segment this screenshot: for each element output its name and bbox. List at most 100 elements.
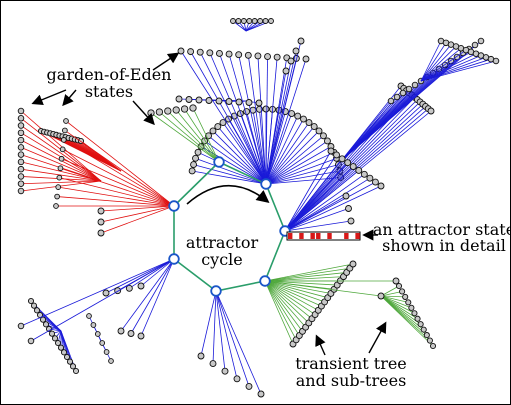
leaf-state-node — [195, 96, 203, 104]
leaf-state-node — [411, 310, 418, 317]
leaf-state-node — [51, 335, 59, 342]
attractor-state-node — [259, 275, 271, 287]
leaf-state-node — [235, 51, 243, 59]
leaf-state-node — [97, 218, 105, 226]
leaf-state-node — [97, 229, 105, 237]
leaf-state-node — [17, 122, 25, 129]
leaf-state-node — [264, 53, 271, 60]
leaf-state-node — [187, 48, 195, 56]
leaf-state-node — [17, 180, 25, 187]
garden-of-eden-arrows — [31, 52, 180, 126]
leaf-state-node — [188, 167, 196, 175]
leaf-state-node — [292, 47, 300, 55]
leaf-state-node — [297, 37, 305, 45]
leaf-state-node — [99, 340, 106, 346]
leaf-state-node — [117, 327, 125, 335]
leaf-state-node — [56, 174, 63, 181]
leaf-state-node — [69, 363, 77, 370]
leaf-state-node — [338, 155, 346, 163]
leaf-state-node — [55, 184, 62, 190]
leaf-state-node — [225, 50, 233, 58]
leaf-state-node — [423, 332, 430, 339]
right-blue-tree-c — [284, 147, 385, 232]
leaf-state-node — [192, 154, 199, 162]
state-cell-on — [299, 233, 304, 239]
leaf-state-node — [66, 358, 74, 365]
attractor-state-node — [168, 253, 180, 265]
leaf-state-node — [17, 173, 25, 180]
leaf-state-node — [42, 321, 50, 328]
leaf-state-node — [377, 182, 385, 190]
leaf-state-node — [17, 187, 25, 195]
leaf-state-node — [387, 97, 395, 105]
leaf-state-node — [196, 48, 204, 56]
leaf-state-node — [251, 18, 258, 24]
leaf-state-node — [395, 282, 403, 290]
leaf-state-node — [233, 375, 241, 383]
leaf-state-node — [245, 382, 253, 390]
right-blue-crown — [420, 37, 500, 82]
leaf-state-node — [190, 161, 198, 169]
leaf-state-node — [215, 97, 223, 105]
leaf-state-node — [262, 18, 269, 24]
right-blue-tree-a — [284, 82, 435, 232]
leaf-state-node — [103, 349, 110, 355]
leaf-state-node — [62, 127, 68, 134]
transient-trees — [17, 18, 500, 398]
leaf-state-node — [345, 205, 352, 212]
attractor-state-node — [213, 156, 225, 168]
leaf-state-node — [414, 315, 421, 322]
left-red-tree-inner — [37, 127, 122, 172]
leaf-state-node — [323, 137, 331, 145]
leaf-state-node — [209, 127, 217, 135]
leaf-state-node — [427, 107, 435, 115]
leaf-state-node — [147, 109, 155, 117]
leaf-state-node — [209, 360, 217, 368]
leaf-state-node — [366, 174, 374, 182]
leaf-state-node — [327, 147, 335, 155]
leaf-state-node — [417, 321, 424, 328]
leaf-state-node — [246, 18, 253, 24]
leaf-state-node — [273, 53, 281, 61]
leaf-state-node — [63, 118, 69, 124]
leaf-state-node — [257, 390, 265, 398]
leaf-state-node — [219, 119, 227, 127]
leaf-state-node — [57, 344, 65, 351]
bottom-left-blue-tree-c — [86, 313, 114, 364]
leaf-state-node — [268, 18, 274, 24]
leaf-state-node — [342, 192, 350, 200]
bottom-left-blue-tree-d — [17, 258, 175, 345]
leaf-state-node — [214, 123, 222, 130]
leaf-state-node — [294, 112, 302, 120]
leaf-state-node — [230, 18, 236, 24]
leaf-state-node — [60, 349, 68, 356]
attractor-state-label-line1: an attractor state — [373, 220, 510, 239]
leaf-state-node — [33, 307, 41, 314]
leaf-state-node — [282, 67, 290, 75]
leaf-state-node — [17, 158, 25, 166]
leaf-state-node — [402, 293, 409, 300]
leaf-state-node — [355, 166, 363, 174]
state-cell-on — [310, 233, 315, 239]
leaf-state-node — [175, 95, 183, 103]
leaf-state-node — [17, 115, 25, 122]
leaf-state-node — [255, 99, 263, 107]
right-blue-tree-d — [284, 192, 355, 232]
bottom-left-blue-tree-b — [117, 258, 175, 340]
leaf-state-node — [399, 288, 406, 295]
leaf-state-node — [108, 358, 114, 364]
leaf-state-node — [155, 108, 164, 116]
state-cell-on — [327, 233, 332, 239]
top-blue-branch — [265, 37, 305, 185]
bottom-right-green-tree — [264, 260, 357, 348]
leaf-state-node — [377, 292, 385, 300]
upper-green-tree — [147, 104, 220, 163]
leaf-state-node — [287, 57, 295, 65]
leaf-state-node — [54, 193, 60, 200]
leaf-state-node — [257, 18, 264, 24]
leaf-state-node — [194, 148, 202, 156]
leaf-state-node — [17, 144, 25, 151]
leaf-state-node — [492, 57, 500, 65]
leaf-state-node — [17, 322, 25, 330]
